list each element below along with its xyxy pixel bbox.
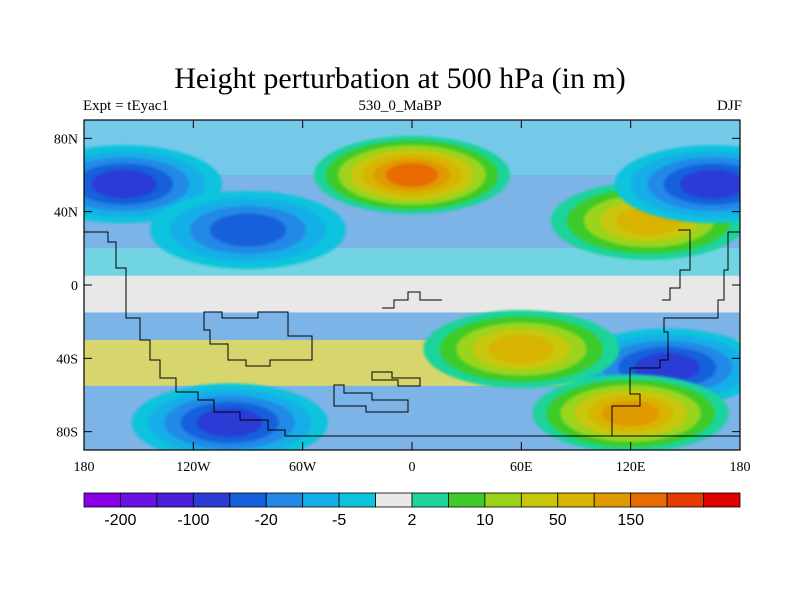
coastline-australia <box>611 231 740 436</box>
field-contour <box>680 169 740 199</box>
x-tick-label: 180 <box>74 460 95 475</box>
run-label: 530_0_MaBP <box>358 98 442 114</box>
x-tick-label: 60E <box>510 460 533 475</box>
colorbar-swatch <box>557 492 595 508</box>
colorbar-label: 150 <box>617 512 644 529</box>
x-tick-label: 120E <box>616 460 646 475</box>
y-tick-label: 80N <box>54 132 78 147</box>
colorbar-label: 50 <box>549 512 567 529</box>
colorbar-label: -100 <box>177 512 209 529</box>
x-tick-label: 60W <box>289 460 317 475</box>
field-contour <box>197 408 263 437</box>
field-contour <box>91 169 157 199</box>
x-tick-label: 180 <box>730 460 751 475</box>
colorbar-swatch <box>265 492 304 508</box>
coastline-asia-east <box>662 229 691 301</box>
x-tick-label: 120W <box>176 460 211 475</box>
experiment-label: Expt = tEyac1 <box>83 98 169 114</box>
colorbar-swatch <box>411 492 449 508</box>
colorbar-swatch <box>83 492 121 508</box>
coastlines <box>84 229 740 437</box>
coastline-small-island <box>371 371 421 387</box>
colorbar-swatch <box>520 492 559 508</box>
colorbar-swatch <box>192 492 231 508</box>
coastline-americas <box>84 231 740 437</box>
colorbar-label: -200 <box>104 512 136 529</box>
colorbar-swatch <box>156 492 194 508</box>
field-band <box>84 275 740 313</box>
field-contour <box>601 400 660 427</box>
y-tick-label: 40N <box>54 206 78 221</box>
colorbar: -200 -100 -20 -5 2 10 50 150 <box>83 492 741 529</box>
colorbar-swatch <box>302 492 340 508</box>
coastline-africa-north <box>382 291 442 309</box>
field-contour <box>210 213 286 247</box>
y-tick-label: 0 <box>71 279 78 294</box>
y-tick-label: 40S <box>56 352 78 367</box>
field-contour <box>488 334 554 364</box>
colorbar-swatch <box>338 492 376 508</box>
chart-title: Height perturbation at 500 hPa (in m) <box>174 62 626 95</box>
colorbar-swatch <box>120 492 158 508</box>
colorbar-swatch <box>375 492 413 508</box>
colorbar-label: -5 <box>332 512 346 529</box>
colorbar-swatch <box>229 492 267 508</box>
colorbar-swatch <box>593 492 632 508</box>
colorbar-label: -20 <box>255 512 278 529</box>
x-tick-label: 0 <box>409 460 416 475</box>
colorbar-swatch <box>666 492 704 508</box>
field-contour <box>386 163 438 187</box>
axes: 180 120W 60W 0 60E 120E 180 80N 40N 0 40S 80S <box>54 120 751 475</box>
colorbar-swatch <box>484 492 522 508</box>
season-label: DJF <box>716 98 742 114</box>
coastline-atlantic-island <box>203 311 313 367</box>
field-contour <box>634 353 700 382</box>
colorbar-swatch <box>630 492 668 508</box>
colorbar-label: 2 <box>408 512 417 529</box>
height-field <box>84 120 740 450</box>
colorbar-label: 10 <box>476 512 494 529</box>
y-tick-label: 80S <box>56 426 78 441</box>
colorbar-swatch <box>703 492 741 508</box>
colorbar-swatch <box>448 492 486 508</box>
coastline-africa-south <box>333 384 409 413</box>
